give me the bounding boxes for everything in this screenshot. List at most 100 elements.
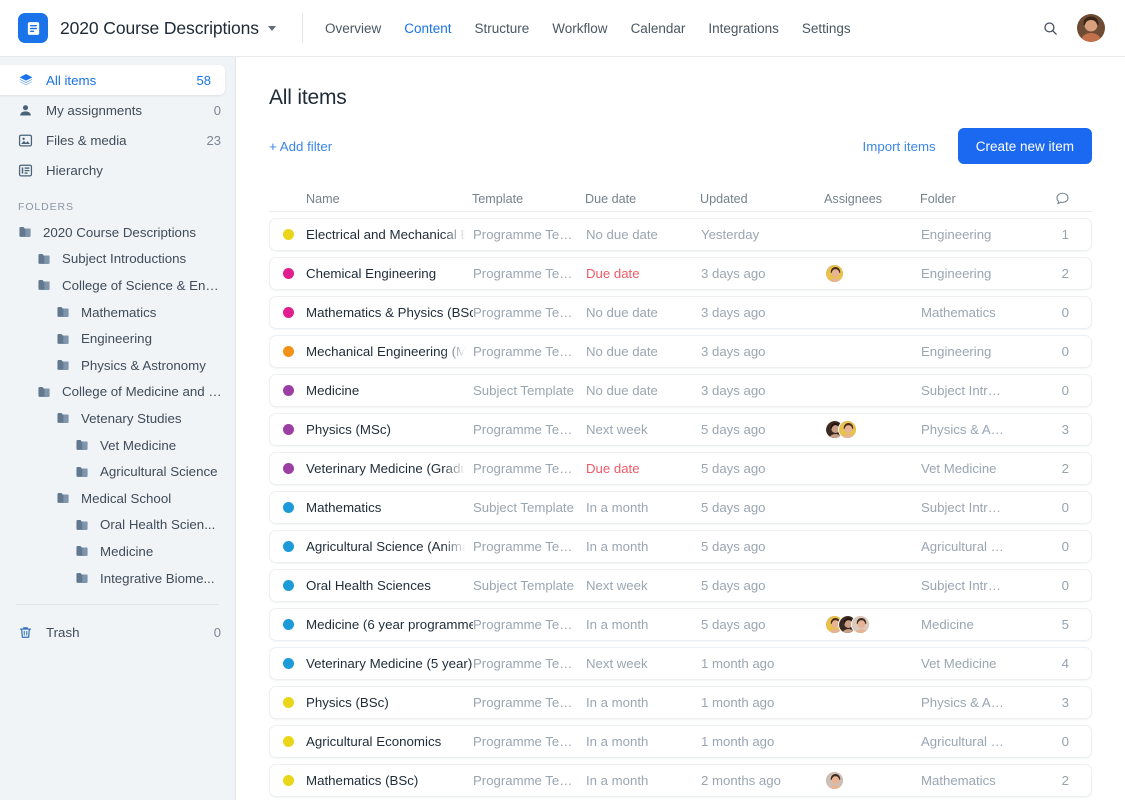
row-due-date: In a month [586,539,649,554]
row-template: Programme Tem... [473,422,582,437]
add-filter-button[interactable]: + Add filter [269,138,333,154]
document-title-button[interactable]: 2020 Course Descriptions [60,18,276,39]
row-name-cell[interactable]: Veterinary Medicine (Graduate [270,461,473,476]
sidebar-item-my-assignments[interactable]: My assignments 0 [0,95,235,125]
table-row[interactable]: Veterinary Medicine (5 year) Programme Te… [269,647,1092,680]
row-comment-count: 0 [1061,383,1069,398]
nav-item-content[interactable]: Content [404,20,452,36]
row-comment-count: 4 [1061,656,1069,671]
row-name: Physics (BSc) [306,695,389,710]
row-name-cell[interactable]: Medicine [270,383,473,398]
status-dot-icon [283,229,294,240]
sidebar-folder-item[interactable]: Integrative Biome... [0,565,235,592]
row-name-cell[interactable]: Mathematics [270,500,473,515]
top-bar-actions [1042,14,1109,42]
table-row[interactable]: Mechanical Engineering (MEng Programme Te… [269,335,1092,368]
row-name: Physics (MSc) [306,422,391,437]
row-name-cell[interactable]: Mathematics & Physics (BSc) [270,305,473,320]
table-row[interactable]: Mathematics Subject Template In a month 5 d… [269,491,1092,524]
assignee-avatar[interactable] [825,771,844,790]
sidebar-folder-label: Integrative Biome... [100,570,215,586]
sidebar-folder-item[interactable]: Vetenary Studies [0,405,235,432]
row-name-cell[interactable]: Oral Health Sciences [270,578,473,593]
table-row[interactable]: Chemical Engineering Programme Tem... Due … [269,257,1092,290]
row-name-cell[interactable]: Veterinary Medicine (5 year) [270,656,473,671]
sidebar-folder-item[interactable]: Agricultural Science [0,458,235,485]
table-row[interactable]: Oral Health Sciences Subject Template Next… [269,569,1092,602]
column-header-updated[interactable]: Updated [700,191,748,206]
sidebar-folder-item[interactable]: Medical School [0,485,235,512]
sidebar-item-hierarchy[interactable]: Hierarchy [0,155,235,185]
folder-icon [75,518,91,532]
row-due-date: In a month [586,500,649,515]
folder-icon [75,465,91,479]
row-updated: Yesterday [701,227,760,242]
row-name-cell[interactable]: Mechanical Engineering (MEng [270,344,473,359]
sidebar-folder-item[interactable]: Vet Medicine [0,432,235,459]
column-header-name[interactable]: Name [306,191,340,206]
table-row[interactable]: Medicine (6 year programme) Programme Tem… [269,608,1092,641]
sidebar-item-trash[interactable]: Trash 0 [0,617,235,647]
row-name: Medicine (6 year programme) [306,617,473,632]
column-header-assignees[interactable]: Assignees [824,191,883,206]
column-header-template[interactable]: Template [472,191,524,206]
row-name-cell[interactable]: Agricultural Economics [270,734,473,749]
row-updated: 3 days ago [701,266,766,281]
nav-item-workflow[interactable]: Workflow [552,20,608,36]
table-row[interactable]: Medicine Subject Template No due date 3 day… [269,374,1092,407]
sidebar-folder-item[interactable]: Subject Introductions [0,246,235,273]
sidebar-item-all-items[interactable]: All items 58 [0,65,225,95]
table-row[interactable]: Physics (BSc) Programme Tem... In a month 1… [269,686,1092,719]
sidebar-folder-item[interactable]: Medicine [0,538,235,565]
sidebar-folder-item[interactable]: College of Science & Engin... [0,272,235,299]
table-row[interactable]: Agricultural Economics Programme Tem... In… [269,725,1092,758]
search-icon[interactable] [1042,20,1059,37]
table-row[interactable]: Agricultural Science (Animal S Programme … [269,530,1092,563]
row-name-cell[interactable]: Chemical Engineering [270,266,473,281]
sidebar-folder-item[interactable]: Oral Health Scien... [0,512,235,539]
sidebar-folder-item[interactable]: Mathematics [0,299,235,326]
nav-item-integrations[interactable]: Integrations [708,20,779,36]
folder-icon [56,332,72,346]
folder-icon [37,252,53,266]
nav-item-structure[interactable]: Structure [474,20,530,36]
row-folder: Vet Medicine [921,656,997,671]
sidebar-item-files-media[interactable]: Files & media 23 [0,125,235,155]
row-due-date: In a month [586,695,649,710]
sidebar-folder-item[interactable]: Physics & Astronomy [0,352,235,379]
assignee-avatar[interactable] [838,420,857,439]
row-name-cell[interactable]: Mathematics (BSc) [270,773,473,788]
table-row[interactable]: Veterinary Medicine (Graduate Programme T… [269,452,1092,485]
row-name-cell[interactable]: Physics (MSc) [270,422,473,437]
row-name-cell[interactable]: Electrical and Mechanical Engi [270,227,473,242]
row-name: Agricultural Science (Animal S [306,539,473,554]
assignee-avatar[interactable] [851,615,870,634]
column-header-due-date[interactable]: Due date [585,191,637,206]
create-new-item-button[interactable]: Create new item [957,128,1092,164]
sidebar-folder-item[interactable]: 2020 Course Descriptions [0,219,235,246]
row-name-cell[interactable]: Agricultural Science (Animal S [270,539,473,554]
nav-item-calendar[interactable]: Calendar [630,20,686,36]
column-header-folder[interactable]: Folder [920,191,956,206]
folder-icon [37,385,53,399]
row-updated: 3 days ago [701,344,766,359]
row-comment-count: 2 [1061,773,1069,788]
table-row[interactable]: Mathematics & Physics (BSc) Programme Tem… [269,296,1092,329]
row-name-cell[interactable]: Medicine (6 year programme) [270,617,473,632]
nav-item-settings[interactable]: Settings [801,20,851,36]
table-row[interactable]: Physics (MSc) Programme Tem... Next week 5 … [269,413,1092,446]
row-name: Mathematics & Physics (BSc) [306,305,473,320]
table-row[interactable]: Electrical and Mechanical Engi Programme … [269,218,1092,251]
avatar[interactable] [1077,14,1105,42]
import-items-button[interactable]: Import items [862,138,936,154]
row-template: Programme Tem... [473,461,582,476]
folder-icon [56,491,72,505]
sidebar-folder-item[interactable]: Engineering [0,325,235,352]
row-name: Veterinary Medicine (Graduate [306,461,473,476]
nav-item-overview[interactable]: Overview [324,20,382,36]
row-name-cell[interactable]: Physics (BSc) [270,695,473,710]
sidebar: All items 58 My assignments 0 [0,57,236,800]
table-row[interactable]: Mathematics (BSc) Programme Tem... In a mo… [269,764,1092,797]
sidebar-folder-item[interactable]: College of Medicine and Ve... [0,379,235,406]
assignee-avatar[interactable] [825,264,844,283]
